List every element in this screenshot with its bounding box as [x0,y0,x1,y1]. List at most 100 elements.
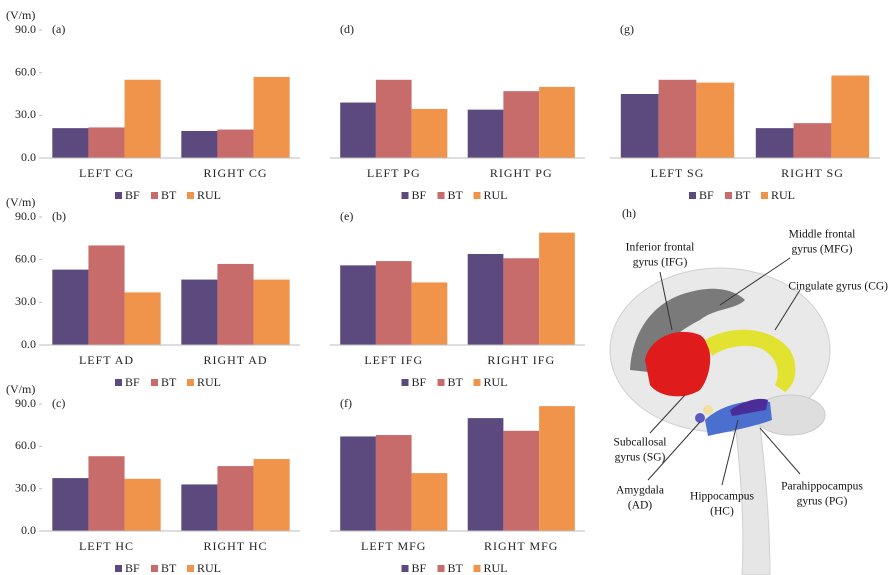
region-label: Middle frontal [789,229,856,241]
y-axis-label: (V/m) [6,195,35,209]
legend-swatch [402,565,409,572]
bar [539,233,575,345]
legend-swatch [689,192,696,199]
region-label: Inferior frontal [626,242,695,254]
region-label: Parahippocampus [781,481,863,493]
figure: LEFT CGRIGHT CG0.030.060.090.0(V/m)(a)BF… [0,0,891,575]
y-tick-label: 30.0 [15,294,36,308]
legend-swatch [402,192,409,199]
y-tick-label: 30.0 [15,480,36,494]
bar [539,87,575,158]
bar [340,436,376,531]
legend-swatch [474,565,481,572]
y-tick-label: 0.0 [21,150,36,164]
legend-label: BT [161,375,177,389]
panel-label: (d) [340,22,354,36]
legend-swatch [438,565,445,572]
legend-label: BT [448,561,464,575]
bar [181,131,217,158]
panel-label: (c) [52,396,65,410]
bar [181,280,217,345]
legend-swatch [474,192,481,199]
bar [503,431,539,531]
panel-label: (b) [52,209,66,223]
x-tick-label: RIGHT MFG [484,539,558,553]
legend-swatch [761,192,768,199]
legend-swatch [151,565,158,572]
x-tick-label: RIGHT HC [203,539,267,553]
x-tick-label: RIGHT CG [203,166,267,180]
legend-label: BT [161,188,177,202]
bar [412,473,448,531]
legend-label: BF [412,561,427,575]
bar [217,130,253,158]
bar [794,123,832,158]
bar [217,264,253,345]
bar [756,128,794,158]
bar [125,292,161,345]
bar [659,80,697,158]
region-label: gyrus (PG) [797,496,848,508]
bar [88,127,124,158]
legend-swatch [187,192,194,199]
bar [340,103,376,158]
bar [88,456,124,531]
panel-label: (f) [340,396,352,410]
legend-label: RUL [484,561,508,575]
region-label: gyrus (IFG) [633,257,688,269]
bar [181,484,217,531]
legend-swatch [438,192,445,199]
legend-swatch [115,192,122,199]
bar [503,258,539,345]
brain-illustration [610,258,830,575]
legend-label: BF [412,188,427,202]
y-tick-label: 90.0 [15,396,36,410]
legend-swatch [725,192,732,199]
bar [621,94,659,158]
panel-label: (h) [622,206,636,220]
y-tick-label: 30.0 [15,107,36,121]
x-tick-label: RIGHT PG [490,166,553,180]
bar [503,91,539,158]
legend-swatch [402,379,409,386]
x-tick-label: LEFT AD [79,353,134,367]
bar [468,418,504,531]
y-tick-label: 90.0 [15,209,36,223]
y-tick-label: 0.0 [21,523,36,537]
legend-label: BT [161,561,177,575]
legend-swatch [438,379,445,386]
bar [376,435,412,531]
bar [254,459,290,531]
bar [468,254,504,345]
legend-label: BF [412,375,427,389]
region-label: (AD) [628,500,652,512]
x-tick-label: LEFT IFG [364,353,423,367]
bar [539,406,575,531]
legend-swatch [151,192,158,199]
y-axis-label: (V/m) [6,8,35,22]
region-label: gyrus (MFG) [791,244,852,256]
legend-label: BF [699,188,714,202]
bar [831,76,869,158]
panel-label: (g) [620,22,634,36]
y-axis-label: (V/m) [6,382,35,396]
y-tick-label: 60.0 [15,64,36,78]
y-tick-label: 60.0 [15,438,36,452]
ad-region [695,413,705,423]
legend-label: BF [125,375,140,389]
region-label: Amygdala [616,485,664,497]
region-label: Hippocampus [690,491,754,503]
panel-label: (a) [52,22,65,36]
bar [52,270,88,345]
region-label: gyrus (SG) [615,452,666,464]
legend-swatch [474,379,481,386]
legend-label: BF [125,188,140,202]
bar [217,466,253,531]
legend-label: RUL [484,375,508,389]
bar [88,245,124,345]
x-tick-label: RIGHT IFG [487,353,555,367]
panel-label: (e) [340,209,353,223]
bar [468,110,504,158]
y-tick-label: 0.0 [21,337,36,351]
sg-region [703,405,713,415]
